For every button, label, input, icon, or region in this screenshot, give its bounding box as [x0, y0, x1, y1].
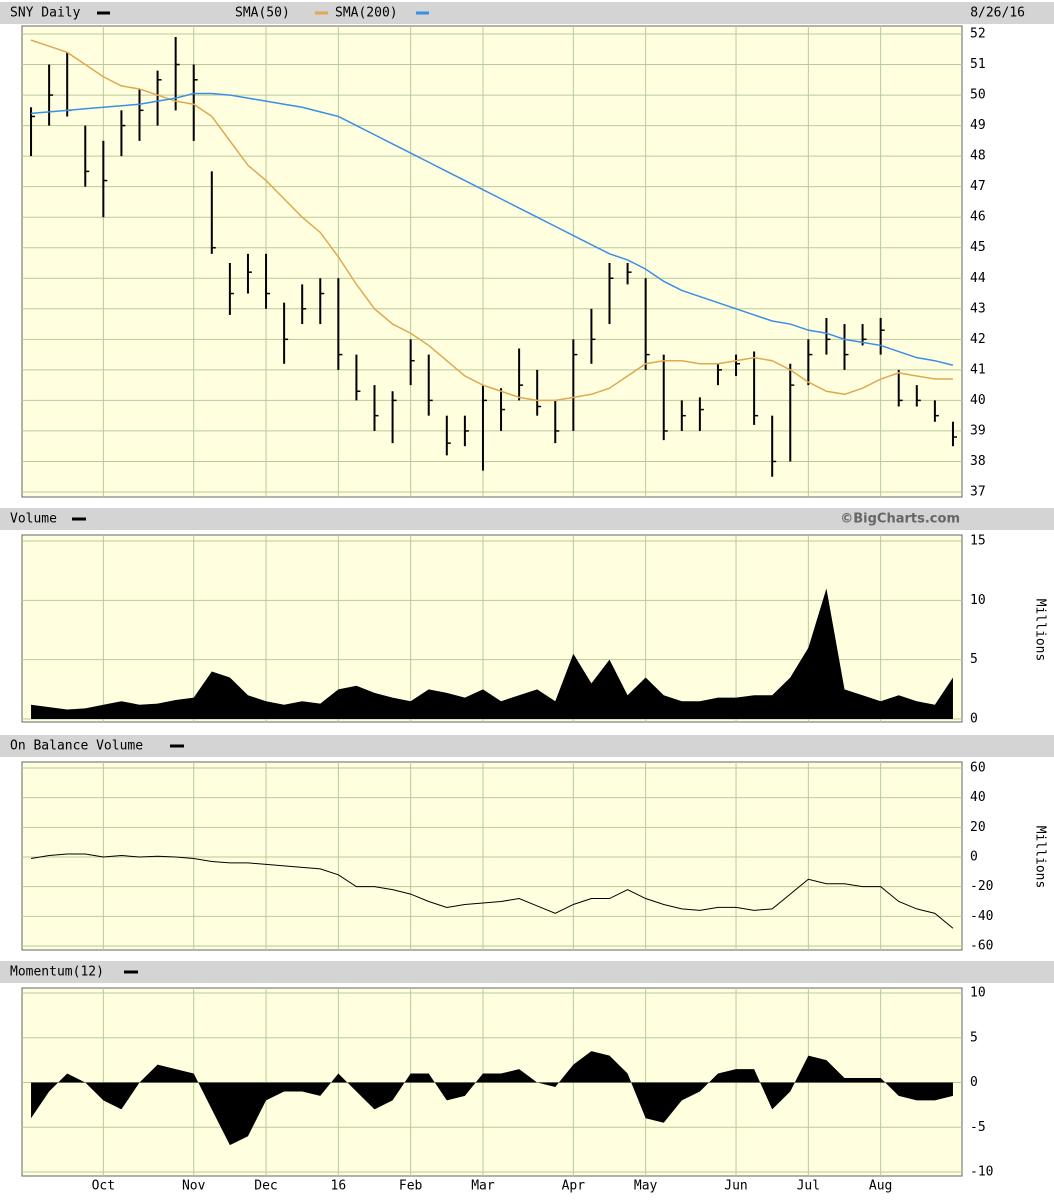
y-tick-label: 60	[970, 761, 986, 776]
header-bar	[0, 735, 1054, 757]
header-bar	[0, 961, 1054, 983]
sma-line	[30, 39, 953, 402]
y-tick-label: 10	[970, 593, 986, 608]
y-tick-label: 5	[970, 1030, 978, 1045]
y-tick-label: 20	[970, 820, 986, 835]
x-tick-label: Aug	[869, 1179, 892, 1194]
y-tick-label: 46	[970, 210, 986, 225]
x-tick-label: Mar	[471, 1179, 495, 1194]
area	[31, 1051, 953, 1146]
header-bar	[0, 508, 1054, 530]
y-tick-label: 45	[970, 240, 986, 255]
panel-title: On Balance Volume	[10, 739, 143, 754]
sma-line	[30, 92, 954, 367]
y-tick-label: 51	[970, 57, 986, 72]
line	[30, 853, 954, 929]
y-tick-label: 10	[970, 986, 986, 1001]
y-tick-label: 47	[970, 179, 986, 194]
panel-title: Volume	[10, 512, 57, 527]
x-tick-label: Oct	[92, 1179, 115, 1194]
x-tick-label: May	[634, 1179, 658, 1194]
y-axis-label: Millions	[1033, 826, 1048, 889]
y-tick-label: 44	[970, 271, 986, 286]
plot-area	[21, 761, 963, 951]
y-tick-label: 52	[970, 27, 986, 42]
x-tick-label: Dec	[254, 1179, 277, 1194]
y-tick-label: 37	[970, 485, 986, 500]
x-tick-label: Feb	[399, 1179, 423, 1194]
y-tick-label: 49	[970, 118, 986, 133]
y-tick-label: 39	[970, 423, 986, 438]
y-tick-label: 0	[970, 850, 978, 865]
legend-label: SMA(200)	[335, 6, 398, 21]
y-tick-label: 41	[970, 362, 986, 377]
chart-title: SNY Daily	[10, 6, 81, 21]
y-tick-label: 15	[970, 534, 986, 549]
header-bar	[0, 2, 1054, 24]
y-tick-label: 38	[970, 454, 986, 469]
y-tick-label: 40	[970, 790, 986, 805]
y-tick-label: 48	[970, 149, 986, 164]
y-tick-label: 0	[970, 712, 978, 727]
y-axis-label: Millions	[1033, 599, 1048, 662]
source-label: ©BigCharts.com	[840, 512, 960, 527]
y-tick-label: 50	[970, 88, 986, 103]
y-tick-label: 0	[970, 1075, 978, 1090]
x-tick-label: Nov	[182, 1179, 206, 1194]
x-tick-label: Apr	[562, 1179, 586, 1194]
x-tick-label: Jul	[797, 1179, 820, 1194]
date-label: 8/26/16	[970, 6, 1025, 21]
y-tick-label: -60	[970, 939, 993, 954]
x-tick-label: Jun	[724, 1179, 747, 1194]
x-tick-label: 16	[331, 1179, 347, 1194]
legend-label: SMA(50)	[235, 6, 290, 21]
y-tick-label: -40	[970, 909, 993, 924]
y-tick-label: 5	[970, 652, 978, 667]
y-tick-label: -10	[970, 1165, 993, 1180]
y-tick-label: -20	[970, 879, 993, 894]
plot-area	[21, 25, 963, 498]
panel-title: Momentum(12)	[10, 965, 104, 980]
y-tick-label: 42	[970, 332, 986, 347]
y-tick-label: 40	[970, 393, 986, 408]
y-tick-label: -5	[970, 1120, 986, 1135]
area	[31, 588, 953, 719]
y-tick-label: 43	[970, 301, 986, 316]
